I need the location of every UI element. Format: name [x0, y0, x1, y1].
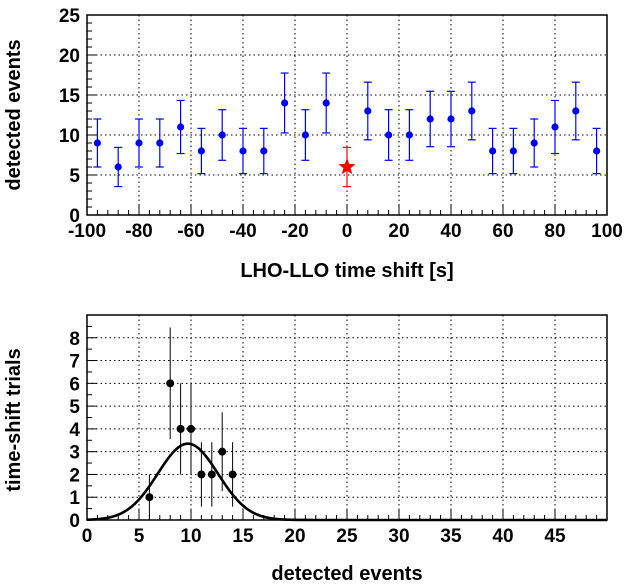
x-tick-label: 0: [82, 526, 93, 547]
data-point: [197, 147, 205, 155]
histogram-point: [145, 493, 154, 502]
x-axis-label: detected events: [271, 563, 422, 585]
x-tick-label: 35: [440, 526, 462, 547]
data-point: [426, 115, 434, 123]
x-tick-label: 80: [544, 221, 565, 242]
y-tick-label: 5: [69, 397, 80, 418]
histogram-point: [187, 424, 195, 433]
y-tick-label: 0: [69, 511, 80, 532]
top-chart: -100 -80 -60 -40 -20 0 20 40 60 80 100 0 5 10 15 20 25 LH…: [3, 6, 623, 282]
data-point: [260, 147, 268, 155]
y-tick-label: 2: [69, 465, 80, 486]
data-point: [218, 131, 226, 139]
data-point: [93, 139, 101, 147]
y-tick-label: 1: [69, 488, 80, 509]
histogram-point: [207, 470, 216, 479]
y-tick-label: 15: [59, 86, 81, 107]
y-tick-label: 6: [69, 374, 80, 395]
x-tick-label: 45: [544, 526, 566, 547]
histogram-point: [218, 447, 227, 456]
data-point: [301, 131, 309, 139]
data-point: [364, 107, 372, 115]
x-tick-label: 10: [180, 526, 201, 547]
y-axis-label: time-shift trials: [3, 348, 25, 491]
x-tick-label: 25: [336, 526, 358, 547]
x-tick-label: 20: [284, 526, 305, 547]
x-tick-label: 30: [388, 526, 409, 547]
y-tick-label: 25: [59, 6, 81, 27]
zero-lag-star: [338, 158, 356, 175]
data-point: [156, 139, 164, 147]
data-point: [239, 147, 247, 155]
x-tick-label: 100: [591, 221, 623, 242]
data-point: [322, 99, 330, 107]
y-tick-label: 10: [59, 126, 80, 147]
x-tick-label: 40: [492, 526, 513, 547]
x-tick-label: 60: [492, 221, 513, 242]
data-point: [530, 139, 538, 147]
x-tick-label: -20: [281, 221, 308, 242]
histogram-point: [166, 379, 175, 388]
data-point: [405, 131, 413, 139]
x-tick-label: -40: [229, 221, 256, 242]
y-tick-label: 3: [69, 443, 80, 464]
data-point: [489, 147, 497, 155]
data-point: [509, 147, 517, 155]
y-tick-label: 8: [69, 329, 80, 350]
histogram-point: [176, 424, 185, 433]
histogram-point: [197, 470, 206, 479]
y-tick-label: 5: [69, 166, 80, 187]
data-point: [468, 107, 476, 115]
data-point: [114, 163, 122, 171]
data-point: [385, 131, 393, 139]
x-tick-label: -60: [177, 221, 204, 242]
x-tick-label: 15: [232, 526, 254, 547]
data-point: [551, 123, 559, 131]
histogram-point: [228, 470, 237, 479]
x-tick-label: -80: [125, 221, 152, 242]
data-point: [177, 123, 185, 131]
y-axis-label: detected events: [3, 39, 25, 190]
data-point: [572, 107, 580, 115]
x-tick-label: 5: [134, 526, 145, 547]
x-tick-label: -100: [68, 221, 106, 242]
y-tick-label: 0: [69, 206, 80, 227]
plot-frame: [86, 314, 608, 521]
x-axis-label: LHO-LLO time shift [s]: [240, 260, 453, 282]
y-tick-label: 7: [69, 352, 80, 373]
data-point: [447, 115, 455, 123]
gaussian-fit-curve: [86, 442, 607, 522]
x-tick-label: 40: [440, 221, 461, 242]
x-tick-label: 0: [342, 221, 353, 242]
data-point: [135, 139, 143, 147]
y-tick-label: 4: [69, 420, 80, 441]
x-tick-label: 20: [388, 221, 409, 242]
data-point: [593, 147, 601, 155]
y-tick-label: 20: [59, 46, 80, 67]
data-point: [281, 99, 289, 107]
